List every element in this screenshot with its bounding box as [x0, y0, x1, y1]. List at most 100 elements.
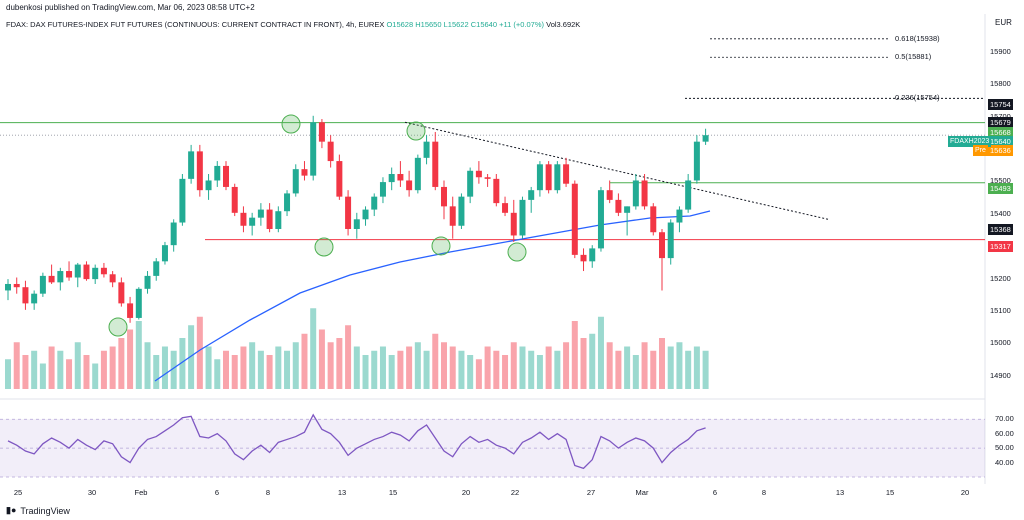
candle-body — [92, 267, 99, 280]
fib-level-0618: 0.618(15938) — [895, 34, 940, 43]
pivot-marker — [507, 242, 527, 262]
volume-bar — [571, 321, 578, 389]
candle-body — [580, 254, 587, 262]
volume-bar — [257, 350, 264, 389]
rsi-tick: 60.00 — [995, 428, 1014, 438]
time-tick: 20 — [960, 488, 970, 497]
candle-body — [74, 264, 81, 278]
brand-name: TradingView — [20, 505, 70, 516]
volume-bar — [432, 333, 439, 389]
volume-bar — [650, 350, 657, 389]
candle-body — [336, 161, 343, 197]
volume-bar — [624, 346, 631, 389]
time-tick: 8 — [761, 488, 767, 497]
price-label-last: 15640 — [988, 136, 1013, 147]
price-label-15754: 15754 — [988, 99, 1013, 110]
candle-body — [31, 293, 38, 304]
volume-bar — [685, 350, 692, 389]
candle-body — [170, 222, 177, 246]
ohlc-open: O15628 — [386, 20, 414, 29]
ohlc-low: L15622 — [443, 20, 469, 29]
volume-bar — [196, 316, 203, 389]
volume-bar — [475, 359, 482, 389]
candle-body — [659, 232, 665, 259]
candle-body — [528, 190, 535, 200]
volume-bar — [205, 346, 212, 389]
candle-body — [397, 174, 404, 181]
volume-bar — [545, 346, 552, 389]
price-tick: 15200 — [990, 273, 1011, 283]
volume-bar — [74, 342, 81, 389]
tradingview-logo-icon: ▮● — [6, 505, 17, 515]
price-tick: 15000 — [990, 338, 1011, 348]
volume-bar — [493, 350, 500, 389]
volume-bar — [266, 355, 273, 389]
volume-bar — [188, 325, 195, 389]
volume-bar — [179, 338, 186, 389]
candle-body — [266, 209, 273, 229]
volume-bar — [528, 350, 535, 389]
candle-body — [57, 271, 64, 283]
volume-bar — [519, 346, 526, 389]
price-tick: 15800 — [990, 79, 1011, 89]
candle-body — [371, 196, 378, 210]
pivot-marker — [108, 317, 128, 337]
volume-bar — [441, 342, 447, 389]
time-tick: Mar — [635, 488, 649, 497]
candle-body — [388, 174, 395, 183]
candle-body — [406, 180, 413, 191]
symbol-name: FDAX: DAX FUTURES-INDEX FUT FUTURES (CON… — [6, 20, 385, 29]
price-label-ma: 15368 — [988, 224, 1013, 235]
time-tick: 15 — [388, 488, 398, 497]
time-tick: 20 — [461, 488, 471, 497]
volume-bar — [92, 363, 99, 389]
candle-body — [205, 180, 212, 191]
volume-bar — [48, 346, 55, 389]
volume-bar — [327, 342, 334, 389]
candle-body — [135, 288, 142, 318]
volume-bar — [641, 342, 648, 389]
price-label-15493: 15493 — [988, 183, 1013, 194]
volume-bar — [632, 355, 639, 389]
ohlc-high: H15650 — [415, 20, 442, 29]
candle-body — [353, 219, 360, 229]
tradingview-brand[interactable]: ▮● TradingView — [6, 505, 70, 516]
candle-body — [536, 164, 543, 191]
rsi-tick: 40.00 — [995, 457, 1014, 467]
candle-body — [327, 141, 334, 162]
volume-bar — [284, 350, 291, 389]
candle-body — [66, 271, 73, 278]
volume-bar — [676, 342, 683, 389]
volume-bar — [536, 355, 543, 389]
symbol-legend[interactable]: FDAX: DAX FUTURES-INDEX FUT FUTURES (CON… — [6, 20, 580, 29]
price-chart[interactable] — [0, 14, 1024, 494]
candle-body — [257, 209, 264, 218]
price-tick: 15700 — [988, 111, 1013, 122]
candle-body — [475, 170, 482, 178]
volume-bar — [449, 346, 456, 389]
rsi-tick: 70.00 — [995, 414, 1014, 424]
currency-label: EUR — [995, 18, 1012, 27]
candle-body — [615, 199, 622, 213]
candle-body — [632, 180, 639, 207]
candle-body — [39, 275, 46, 294]
volume-bar — [118, 338, 125, 389]
candle-body — [362, 209, 369, 220]
candle-body — [118, 282, 125, 304]
candle-body — [641, 180, 648, 207]
candle-body — [449, 206, 456, 226]
volume-bar — [318, 329, 325, 389]
candle-body — [484, 177, 491, 179]
candle-body — [624, 206, 631, 213]
time-tick: Feb — [134, 488, 148, 497]
candle-body — [292, 169, 299, 194]
candle-body — [223, 165, 229, 187]
pivot-marker — [281, 114, 301, 134]
volume-bar — [249, 342, 256, 389]
volume-bar — [100, 350, 107, 389]
time-tick: 25 — [13, 488, 23, 497]
time-tick: 27 — [586, 488, 596, 497]
candle-body — [458, 196, 465, 226]
candle-body — [441, 186, 447, 207]
candle-body — [48, 275, 55, 283]
